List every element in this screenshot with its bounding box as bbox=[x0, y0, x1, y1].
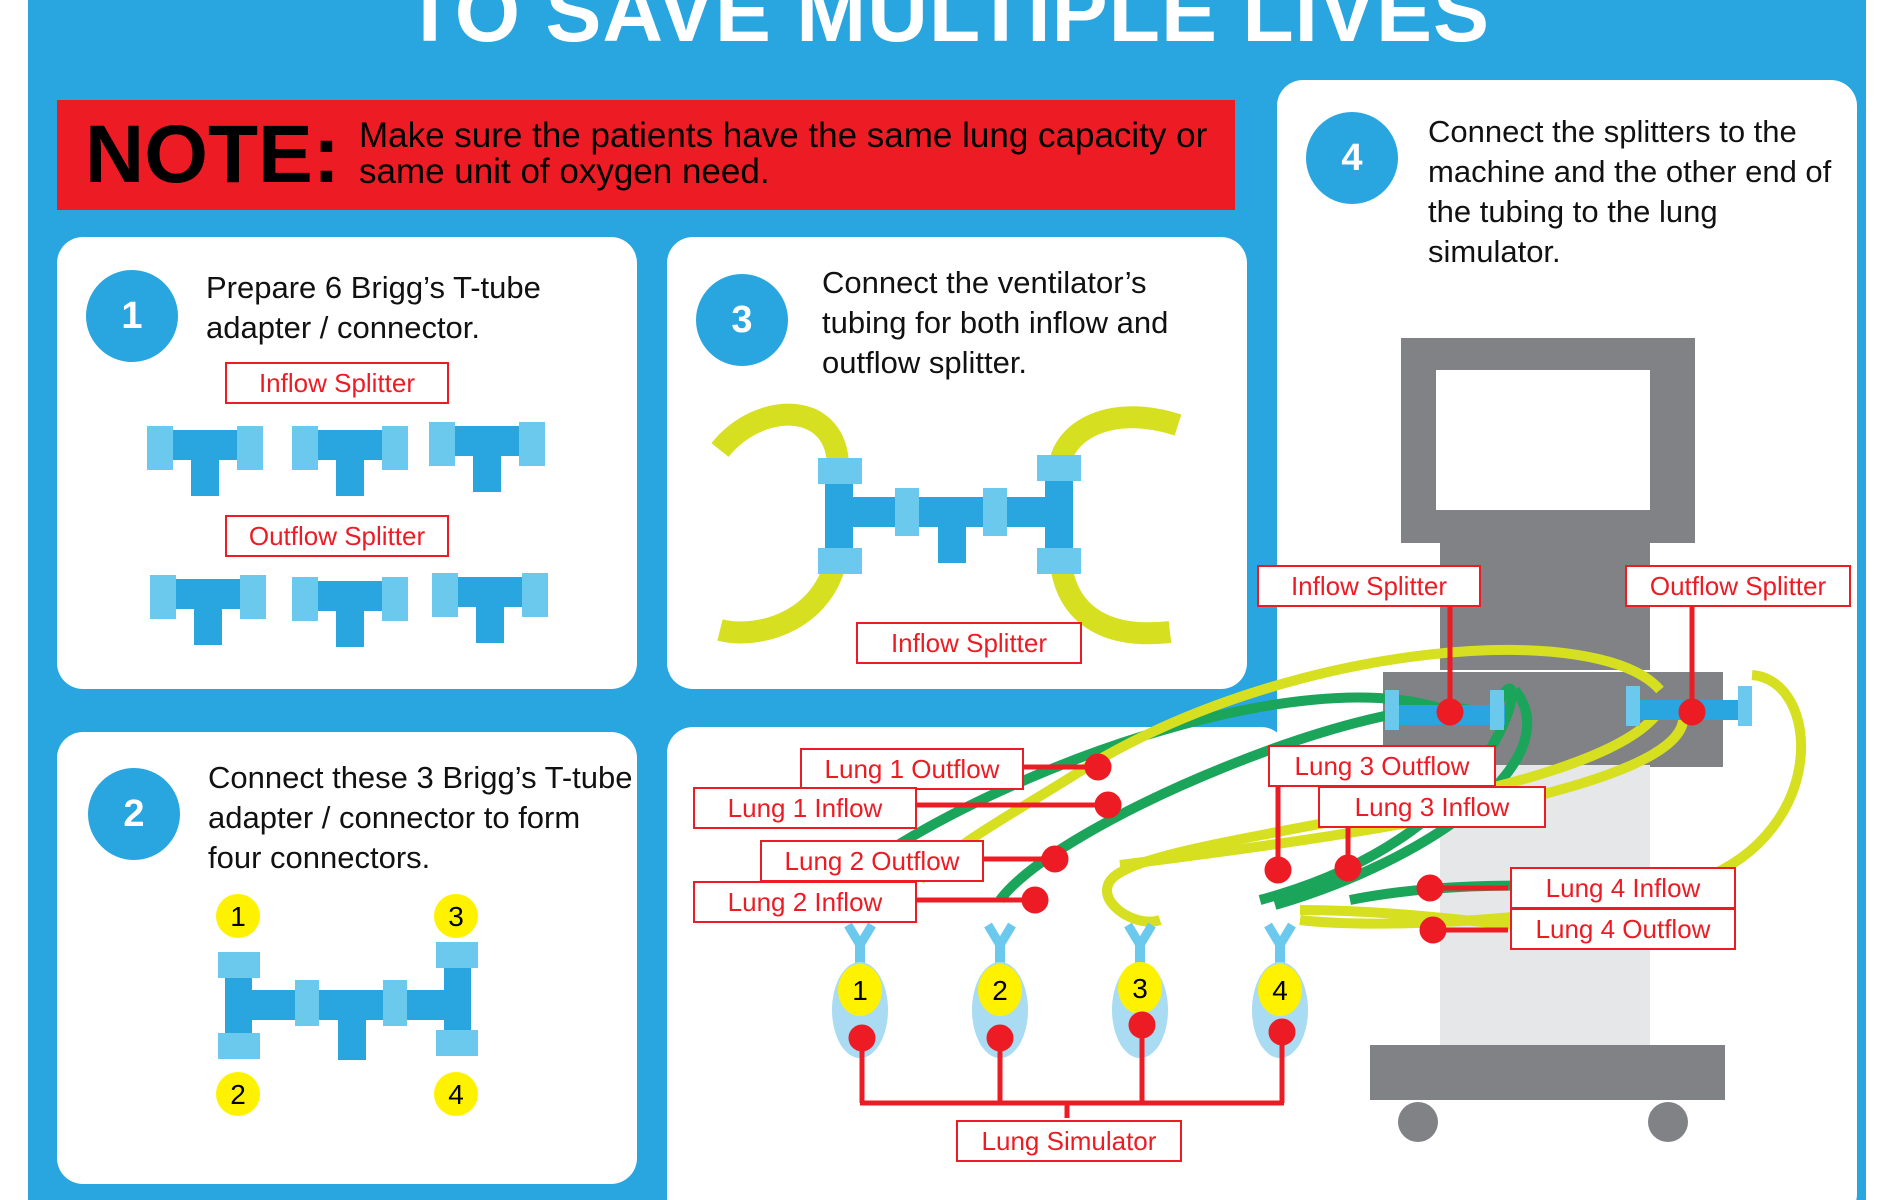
lung-4-inflow-label: Lung 4 Inflow bbox=[1510, 867, 1736, 909]
port-markers: 1 3 2 4 bbox=[216, 894, 478, 1116]
step-4-text: Connect the splitters to the machine and… bbox=[1428, 114, 1832, 269]
lungs: 1 2 3 4 bbox=[832, 922, 1308, 1058]
step-3-text: Connect the ventilator’s tubing for both… bbox=[822, 265, 1169, 380]
lung-4-number: 4 bbox=[1272, 975, 1288, 1006]
four-port-connector bbox=[218, 942, 478, 1060]
port-1: 1 bbox=[230, 901, 246, 932]
note-text: Make sure the patients have the same lun… bbox=[359, 116, 1208, 191]
label-leaders bbox=[848, 603, 1706, 1118]
lung-3-inflow-label: Lung 3 Inflow bbox=[1318, 786, 1546, 828]
step-4-number: 4 bbox=[1306, 112, 1398, 204]
lung-1-number: 1 bbox=[852, 975, 868, 1006]
lung-4-outflow-label: Lung 4 Outflow bbox=[1510, 908, 1736, 950]
inflow-splitter-tubes bbox=[147, 422, 545, 496]
lung-3-number: 3 bbox=[1132, 973, 1148, 1004]
step3-connector bbox=[818, 455, 1081, 574]
step-2-number: 2 bbox=[88, 768, 180, 860]
page-title: TO SAVE MULTIPLE LIVES bbox=[403, 0, 1491, 59]
lung-1-inflow-label: Lung 1 Inflow bbox=[693, 787, 917, 829]
step-3-number: 3 bbox=[696, 274, 788, 366]
step4-inflow-splitter-label: Inflow Splitter bbox=[1257, 565, 1481, 607]
lung-1-outflow-label: Lung 1 Outflow bbox=[800, 748, 1024, 790]
step4-outflow-splitter-label: Outflow Splitter bbox=[1625, 565, 1851, 607]
lung-2-outflow-label: Lung 2 Outflow bbox=[760, 840, 984, 882]
lung-2-inflow-label: Lung 2 Inflow bbox=[693, 881, 917, 923]
lung-simulator-label: Lung Simulator bbox=[956, 1120, 1182, 1162]
port-2: 2 bbox=[230, 1079, 246, 1110]
lung-3-outflow-label: Lung 3 Outflow bbox=[1268, 745, 1496, 787]
step-1-text: Prepare 6 Brigg’s T-tube adapter / conne… bbox=[206, 270, 541, 345]
step3-inflow-splitter-label: Inflow Splitter bbox=[856, 622, 1082, 664]
port-3: 3 bbox=[448, 901, 464, 932]
lung-2-number: 2 bbox=[992, 975, 1008, 1006]
note-heading: NOTE: bbox=[85, 109, 341, 200]
step1-inflow-splitter-label: Inflow Splitter bbox=[225, 362, 449, 404]
step-1-number: 1 bbox=[86, 270, 178, 362]
step1-outflow-splitter-label: Outflow Splitter bbox=[225, 515, 449, 557]
step-2-text: Connect these 3 Brigg’s T-tube adapter /… bbox=[208, 760, 633, 875]
port-4: 4 bbox=[448, 1079, 464, 1110]
outflow-splitter-tubes bbox=[150, 573, 548, 647]
note-banner: NOTE: Make sure the patients have the sa… bbox=[57, 100, 1235, 210]
